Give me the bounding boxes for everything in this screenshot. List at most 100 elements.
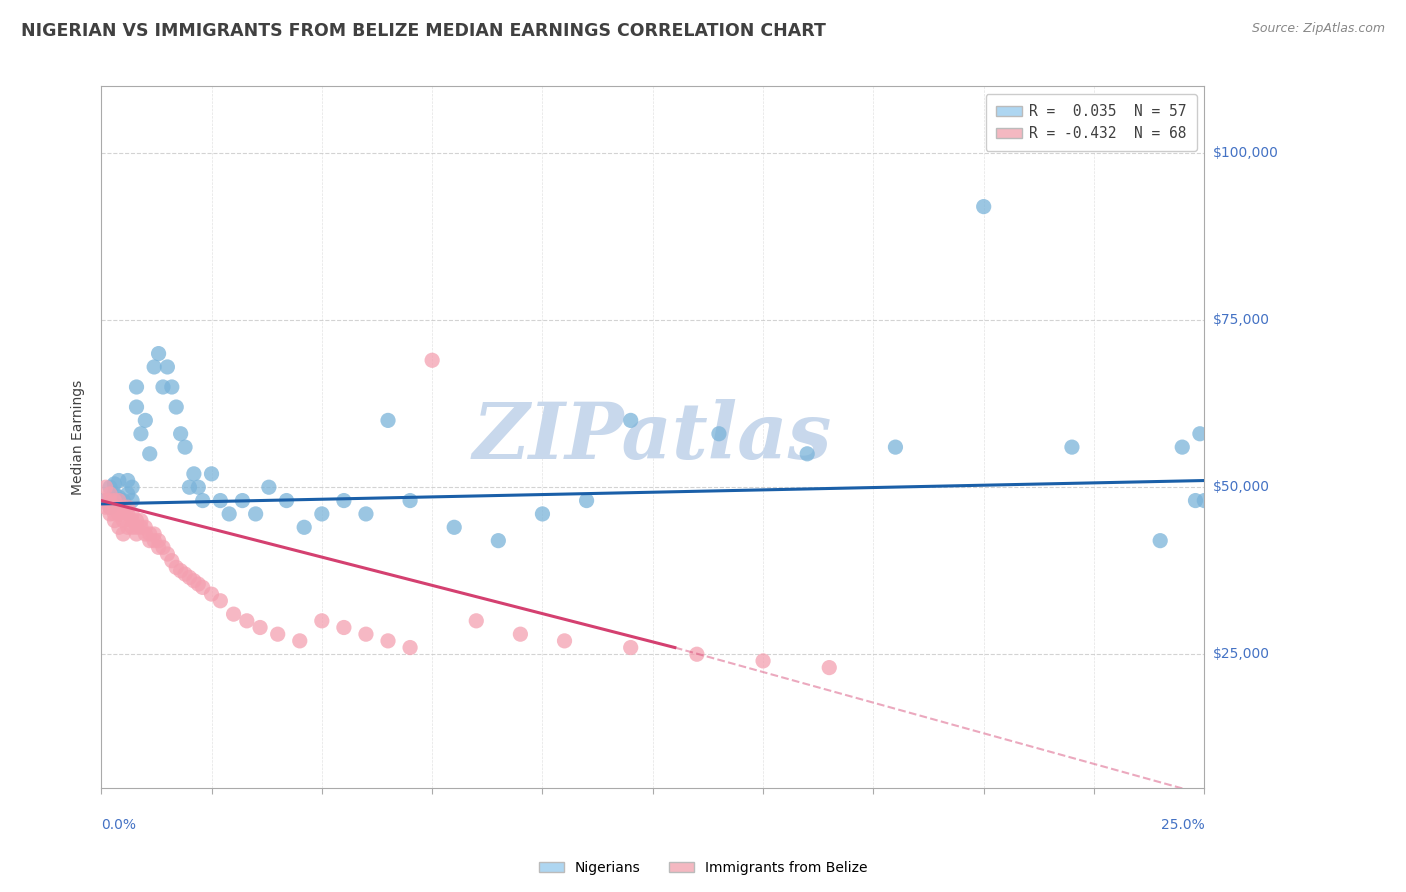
- Point: [103, 514, 125, 528]
- Point: [165, 560, 187, 574]
- Text: ZIPatlas: ZIPatlas: [472, 399, 832, 475]
- Point: [117, 520, 139, 534]
- Point: [218, 507, 240, 521]
- Point: [179, 480, 201, 494]
- Point: [143, 359, 166, 374]
- Point: [531, 507, 554, 521]
- Legend: R =  0.035  N = 57, R = -0.432  N = 68: R = 0.035 N = 57, R = -0.432 N = 68: [986, 94, 1197, 152]
- Point: [103, 487, 125, 501]
- Point: [108, 507, 131, 521]
- Point: [1171, 440, 1194, 454]
- Point: [112, 527, 135, 541]
- Point: [129, 426, 152, 441]
- Point: [222, 607, 245, 622]
- Point: [112, 514, 135, 528]
- Point: [148, 533, 170, 548]
- Point: [117, 487, 139, 501]
- Point: [354, 627, 377, 641]
- Point: [267, 627, 290, 641]
- Point: [98, 500, 121, 515]
- Point: [1184, 493, 1206, 508]
- Point: [121, 480, 143, 494]
- Text: $75,000: $75,000: [1212, 313, 1270, 327]
- Point: [187, 577, 209, 591]
- Text: $100,000: $100,000: [1212, 146, 1278, 161]
- Point: [112, 507, 135, 521]
- Point: [125, 527, 148, 541]
- Point: [125, 520, 148, 534]
- Point: [98, 507, 121, 521]
- Point: [108, 474, 131, 488]
- Point: [1194, 493, 1216, 508]
- Text: $25,000: $25,000: [1212, 648, 1270, 661]
- Point: [818, 660, 841, 674]
- Point: [509, 627, 531, 641]
- Point: [134, 413, 156, 427]
- Point: [156, 359, 179, 374]
- Point: [191, 493, 214, 508]
- Point: [103, 493, 125, 508]
- Point: [1188, 426, 1211, 441]
- Point: [143, 533, 166, 548]
- Point: [187, 480, 209, 494]
- Point: [148, 541, 170, 555]
- Point: [121, 514, 143, 528]
- Point: [117, 474, 139, 488]
- Point: [98, 493, 121, 508]
- Point: [399, 640, 422, 655]
- Point: [884, 440, 907, 454]
- Point: [139, 527, 162, 541]
- Point: [94, 480, 117, 494]
- Point: [443, 520, 465, 534]
- Point: [183, 467, 205, 481]
- Point: [103, 507, 125, 521]
- Point: [377, 413, 399, 427]
- Point: [1149, 533, 1171, 548]
- Point: [125, 400, 148, 414]
- Point: [94, 493, 117, 508]
- Point: [311, 614, 333, 628]
- Point: [200, 467, 222, 481]
- Point: [117, 507, 139, 521]
- Text: 0.0%: 0.0%: [101, 818, 136, 832]
- Point: [377, 633, 399, 648]
- Point: [143, 527, 166, 541]
- Point: [245, 507, 267, 521]
- Point: [108, 520, 131, 534]
- Point: [174, 567, 197, 582]
- Point: [98, 500, 121, 515]
- Point: [108, 490, 131, 504]
- Point: [686, 647, 709, 661]
- Point: [465, 614, 488, 628]
- Point: [179, 570, 201, 584]
- Point: [156, 547, 179, 561]
- Point: [98, 480, 121, 494]
- Point: [152, 541, 174, 555]
- Point: [620, 413, 643, 427]
- Point: [554, 633, 576, 648]
- Point: [209, 594, 232, 608]
- Point: [165, 400, 187, 414]
- Point: [121, 507, 143, 521]
- Point: [200, 587, 222, 601]
- Point: [94, 493, 117, 508]
- Point: [112, 493, 135, 508]
- Point: [103, 476, 125, 491]
- Point: [108, 500, 131, 515]
- Point: [98, 487, 121, 501]
- Legend: Nigerians, Immigrants from Belize: Nigerians, Immigrants from Belize: [533, 855, 873, 880]
- Point: [183, 574, 205, 588]
- Point: [129, 514, 152, 528]
- Point: [121, 493, 143, 508]
- Point: [174, 440, 197, 454]
- Point: [108, 493, 131, 508]
- Point: [94, 500, 117, 515]
- Point: [796, 447, 818, 461]
- Point: [117, 500, 139, 515]
- Text: 25.0%: 25.0%: [1160, 818, 1205, 832]
- Point: [575, 493, 598, 508]
- Text: Source: ZipAtlas.com: Source: ZipAtlas.com: [1251, 22, 1385, 36]
- Point: [354, 507, 377, 521]
- Point: [1060, 440, 1083, 454]
- Point: [486, 533, 509, 548]
